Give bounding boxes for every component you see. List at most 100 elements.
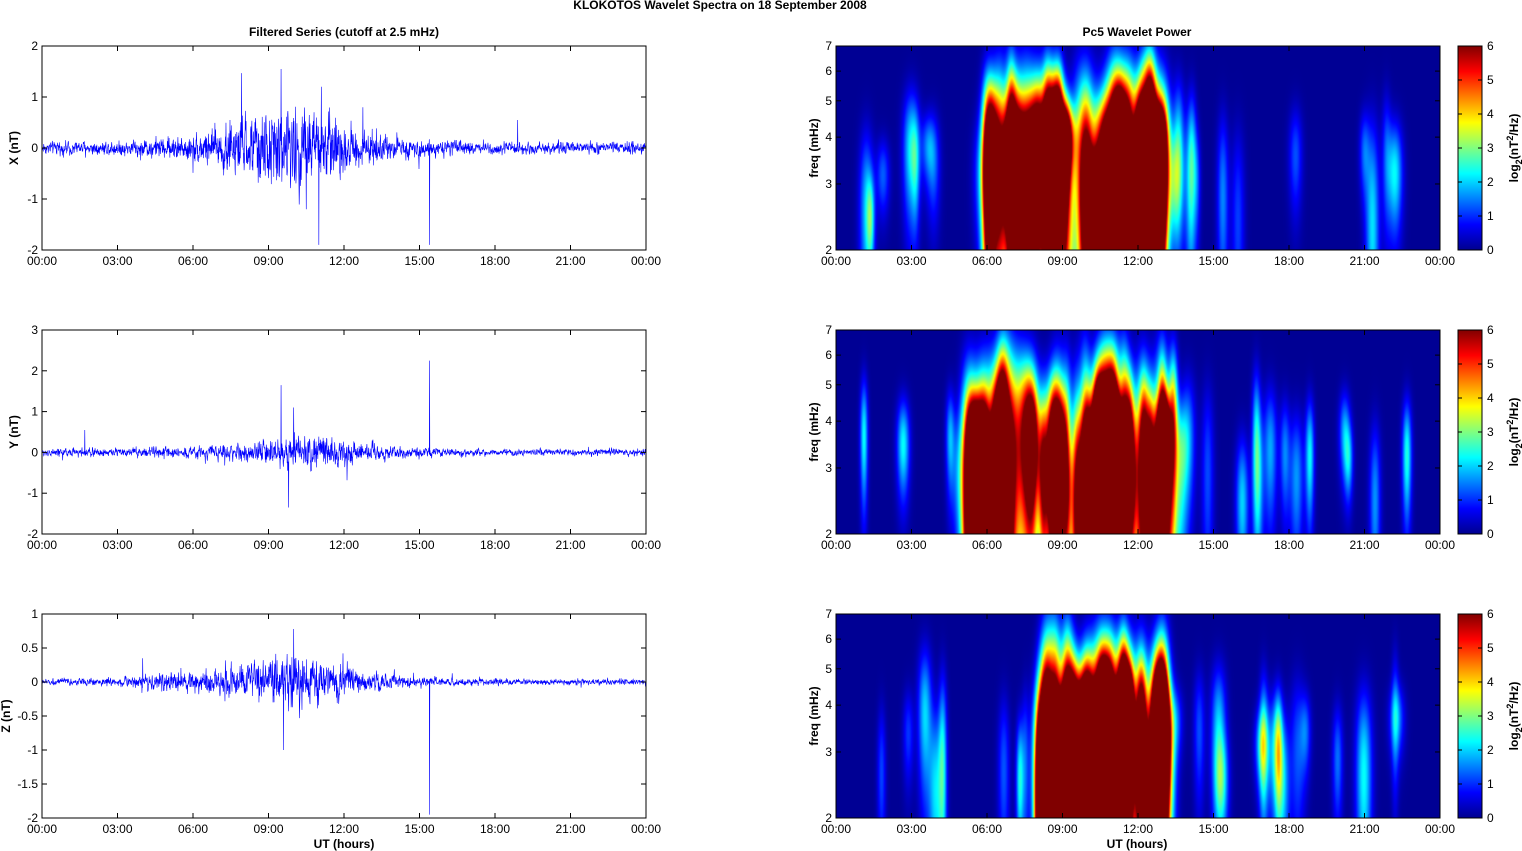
- series-y-panel: 00:00 03:00 06:00 09:00 12:00 15:00 18:00 21:00…: [7, 323, 661, 552]
- spectrum-y-xtick-label: 12:00: [1123, 538, 1153, 552]
- spectrum-z-colorbar-tick-label: 6: [1487, 607, 1494, 621]
- spectrum-y-ytick-label: 2: [825, 527, 832, 541]
- series-x-xtick-label: 09:00: [253, 254, 283, 268]
- spectrum-z-panel: 00:00 03:00 06:00 09:00 12:00 15:00 18:00 21:00…: [807, 607, 1522, 851]
- spectrum-z-colorbar-ticks: 0 1 2 3 4 5 6: [1458, 607, 1494, 825]
- series-z-panel: 00:00 03:00 06:00 09:00 12:00 15:00 18:00 21:00…: [0, 607, 661, 851]
- spectrum-z-ytick-label: 2: [825, 811, 832, 825]
- series-z-ytick-label: 0.5: [21, 641, 38, 655]
- spectrum-y-ytick-label: 4: [825, 414, 832, 428]
- spectrum-x-colorbar-tick-label: 4: [1487, 107, 1494, 121]
- series-y-ytick-label: 1: [31, 405, 38, 419]
- series-y-ylabel: Y (nT): [7, 415, 21, 449]
- spectrum-z-ytick-label: 7: [825, 607, 832, 621]
- spectrum-x-xticks: 00:00 03:00 06:00 09:00 12:00 15:00 18:00 21:00…: [821, 46, 1455, 268]
- spectrum-z-xtick-label: 18:00: [1274, 822, 1304, 836]
- spectrum-x-ytick-label: 5: [825, 94, 832, 108]
- series-y-xticks: 00:00 03:00 06:00 09:00 12:00 15:00 18:00 21:00…: [27, 330, 661, 552]
- spectrum-x-xtick-label: 03:00: [896, 254, 926, 268]
- spectrum-z-colorbar-tick-label: 3: [1487, 709, 1494, 723]
- series-z-xtick-label: 21:00: [555, 822, 585, 836]
- spectrum-y-ylabel: freq (mHz): [807, 402, 821, 461]
- spectrum-x-ytick-label: 6: [825, 64, 832, 78]
- spectrum-x-xtick-label: 00:00: [821, 254, 851, 268]
- spectrum-x-colorbar-tick-label: 1: [1487, 209, 1494, 223]
- series-y-xtick-label: 06:00: [178, 538, 208, 552]
- spectrum-z-xtick-label: 00:00: [821, 822, 851, 836]
- series-y-xtick-label: 15:00: [404, 538, 434, 552]
- spectrum-y-colorbar-tick-label: 0: [1487, 527, 1494, 541]
- spectrum-z-xtick-label: 21:00: [1349, 822, 1379, 836]
- series-x-xtick-label: 18:00: [480, 254, 510, 268]
- spectrum-x-xtick-label: 06:00: [972, 254, 1002, 268]
- spectrum-z-xtick-label: 03:00: [896, 822, 926, 836]
- series-y-xtick-label: 09:00: [253, 538, 283, 552]
- spectrum-z-ytick-label: 3: [825, 745, 832, 759]
- spectrum-z-yticks: 2 3 4 5 6 7: [825, 607, 1440, 825]
- series-x-ytick-label: -2: [27, 243, 38, 257]
- series-z-ytick-label: 0: [31, 675, 38, 689]
- series-z-xlabel: UT (hours): [314, 837, 375, 851]
- series-x-xticks: 00:00 03:00 06:00 09:00 12:00 15:00 18:00 21:00…: [27, 46, 661, 268]
- series-x-xtick-label: 21:00: [555, 254, 585, 268]
- right-column-title: Pc5 Wavelet Power: [1083, 25, 1192, 39]
- spectrum-x-ytick-label: 3: [825, 177, 832, 191]
- series-x-xtick-label: 03:00: [102, 254, 132, 268]
- series-z-xtick-label: 03:00: [102, 822, 132, 836]
- series-z-line: [41, 628, 647, 815]
- series-y-yticks: -2 -1 0 1 2 3: [27, 323, 646, 541]
- series-x-ylabel: X (nT): [7, 131, 21, 165]
- series-z-ylabel: Z (nT): [0, 699, 13, 732]
- series-x-xtick-label: 15:00: [404, 254, 434, 268]
- series-y-xtick-label: 21:00: [555, 538, 585, 552]
- spectrum-z-colorbar-label: log2(nT2/Hz): [1505, 682, 1522, 751]
- spectrum-z-xtick-label: 09:00: [1047, 822, 1077, 836]
- series-z-xtick-label: 09:00: [253, 822, 283, 836]
- spectrum-y-yticks: 2 3 4 5 6 7: [825, 323, 1440, 541]
- spectrum-y-colorbar-ticks: 0 1 2 3 4 5 6: [1458, 323, 1494, 541]
- spectrum-y-xtick-label: 00:00: [821, 538, 851, 552]
- spectrum-y-colorbar-tick-label: 5: [1487, 357, 1494, 371]
- spectrum-z-colorbar-tick-label: 4: [1487, 675, 1494, 689]
- series-y-xtick-label: 12:00: [329, 538, 359, 552]
- spectrum-z-xtick-label: 00:00: [1425, 822, 1455, 836]
- spectrum-y-ytick-label: 3: [825, 461, 832, 475]
- spectrum-x-ytick-label: 4: [825, 130, 832, 144]
- series-x-yticks: -2 -1 0 1 2: [27, 39, 646, 257]
- series-y-xtick-label: 00:00: [27, 538, 57, 552]
- spectrum-x-yticks: 2 3 4 5 6 7: [825, 39, 1440, 257]
- spectrum-y-colorbar-tick-label: 2: [1487, 459, 1494, 473]
- spectrum-x-xtick-label: 00:00: [1425, 254, 1455, 268]
- spectrum-x-colorbar-tick-label: 5: [1487, 73, 1494, 87]
- spectrum-x-xtick-label: 09:00: [1047, 254, 1077, 268]
- spectrum-y-ytick-label: 7: [825, 323, 832, 337]
- spectrum-x-colorbar-tick-label: 6: [1487, 39, 1494, 53]
- spectrum-x-colorbar-tick-label: 2: [1487, 175, 1494, 189]
- spectrum-x-heatmap: [836, 46, 1440, 250]
- spectrum-y-colorbar-tick-label: 6: [1487, 323, 1494, 337]
- spectrum-y-xtick-label: 00:00: [1425, 538, 1455, 552]
- series-y-ytick-label: 2: [31, 364, 38, 378]
- spectrum-z-xtick-label: 06:00: [972, 822, 1002, 836]
- spectrum-z-xticks: 00:00 03:00 06:00 09:00 12:00 15:00 18:00 21:00…: [821, 614, 1455, 836]
- series-y-ytick-label: 3: [31, 323, 38, 337]
- spectrum-x-xtick-label: 15:00: [1198, 254, 1228, 268]
- spectrum-z-colorbar-tick-label: 2: [1487, 743, 1494, 757]
- spectrum-x-ytick-label: 2: [825, 243, 832, 257]
- series-y-line: [41, 360, 647, 508]
- series-y-ytick-label: -1: [27, 486, 38, 500]
- spectrum-y-heatmap: [836, 330, 1440, 534]
- spectrum-x-xtick-label: 12:00: [1123, 254, 1153, 268]
- series-z-xtick-label: 06:00: [178, 822, 208, 836]
- spectrum-z-ytick-label: 4: [825, 698, 832, 712]
- series-z-xticks: 00:00 03:00 06:00 09:00 12:00 15:00 18:00 21:00…: [27, 614, 661, 836]
- series-x-panel: 00:00 03:00 06:00 09:00 12:00 15:00 18:00 21:00…: [7, 39, 661, 268]
- spectrum-y-xtick-label: 03:00: [896, 538, 926, 552]
- series-z-xtick-label: 12:00: [329, 822, 359, 836]
- spectrum-y-colorbar-tick-label: 1: [1487, 493, 1494, 507]
- series-x-ytick-label: 0: [31, 141, 38, 155]
- spectrum-z-colorbar-tick-label: 1: [1487, 777, 1494, 791]
- spectrum-x-xtick-label: 18:00: [1274, 254, 1304, 268]
- series-z-ytick-label: -0.5: [17, 709, 38, 723]
- series-x-xtick-label: 12:00: [329, 254, 359, 268]
